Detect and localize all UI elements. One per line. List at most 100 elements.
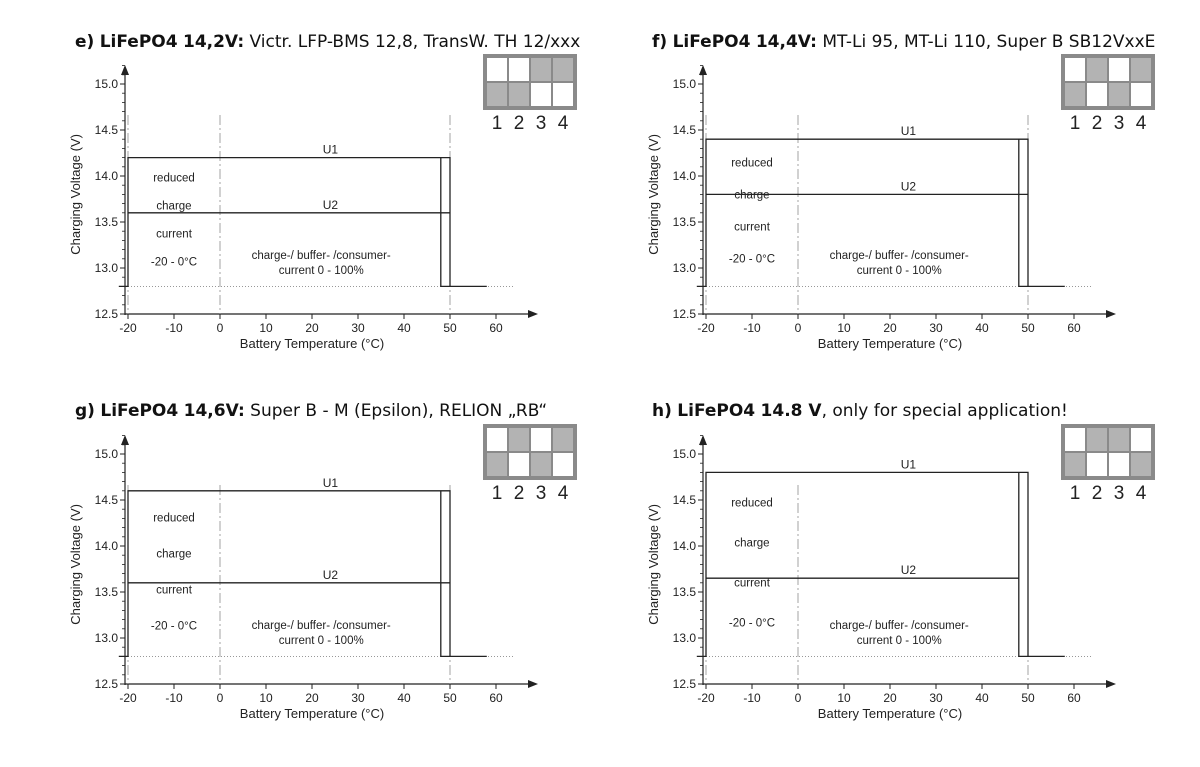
- dip-switch-cell: [487, 58, 507, 81]
- series-u1-line: [696, 471, 1065, 658]
- dip-switch-cell: [553, 58, 573, 81]
- x-tick-label: -10: [165, 691, 183, 705]
- x-tick-label: 30: [929, 321, 943, 335]
- x-tick-label: 20: [883, 321, 897, 335]
- panel-chemistry: LiFePO4: [99, 32, 178, 52]
- dip-switch-cell: [487, 83, 507, 106]
- x-tick-label: 60: [1067, 691, 1081, 705]
- dip-switch-cell: [1065, 453, 1085, 476]
- panel-voltage: 14,4V:: [755, 32, 817, 52]
- y-tick-label: 14.0: [673, 169, 697, 183]
- dip-switch-cell: [1131, 428, 1151, 451]
- x-tick-label: 0: [217, 321, 224, 335]
- dip-switch-number: 2: [514, 483, 525, 504]
- region-main-text: current 0 - 100%: [857, 265, 942, 277]
- dip-switch-cell: [1065, 58, 1085, 81]
- dip-switch-cell: [509, 83, 529, 106]
- x-tick-label: 40: [975, 321, 989, 335]
- dip-switch-cell: [1109, 58, 1129, 81]
- series-u1-drop: [440, 157, 450, 288]
- region-left-text: current: [734, 221, 771, 233]
- dip-switch-number: 1: [492, 113, 503, 134]
- series-label-u1: U1: [323, 476, 339, 490]
- panel-voltage: 14,2V:: [182, 32, 245, 52]
- chart-g: 12.5 13.0 13.5 14.0 14.5 15.0 -20 -10 0 10 20 30 40 5…: [68, 424, 577, 721]
- dip-switch-cell: [531, 58, 551, 81]
- x-tick-label: 40: [975, 691, 989, 705]
- x-tick-label: 0: [795, 691, 802, 705]
- dip-switch-cell: [509, 428, 529, 451]
- dip-switch-number: 3: [536, 483, 547, 504]
- y-axis-arrow: [699, 65, 707, 75]
- chart-panel-e: 12.5 13.0 13.5 14.0 14.5 15.0 -20 -10 0 10 20 30 40 5…: [68, 54, 577, 351]
- region-left-text: charge: [156, 548, 191, 560]
- x-tick-label: 50: [1021, 691, 1035, 705]
- region-left-text: charge: [156, 200, 191, 212]
- dip-switch-cell: [1109, 453, 1129, 476]
- x-tick-label: 10: [259, 691, 273, 705]
- panel-voltage: 14,6V:: [183, 401, 245, 421]
- y-tick-label: 12.5: [95, 307, 119, 321]
- series-u1-drop: [440, 490, 450, 658]
- panel-title-f: f) LiFePO4 14,4V: MT-Li 95, MT-Li 110, S…: [652, 32, 1155, 52]
- panel-letter: g): [75, 401, 95, 421]
- region-left-text: -20 - 0°C: [151, 256, 197, 268]
- dip-switch-number: 2: [514, 113, 525, 134]
- chart-panel-g: 12.5 13.0 13.5 14.0 14.5 15.0 -20 -10 0 10 20 30 40 5…: [68, 424, 577, 721]
- region-left-text: -20 - 0°C: [151, 620, 197, 632]
- dip-switch-cell: [531, 83, 551, 106]
- y-tick-label: 14.5: [95, 493, 119, 507]
- y-axis-label: Charging Voltage (V): [646, 504, 661, 625]
- y-axis-arrow: [121, 435, 129, 445]
- dip-switch-cell: [1131, 58, 1151, 81]
- x-tick-label: 30: [929, 691, 943, 705]
- dip-switch-cell: [509, 453, 529, 476]
- x-tick-label: 60: [489, 691, 503, 705]
- y-tick-label: 14.0: [95, 169, 119, 183]
- dip-switch-cell: [531, 453, 551, 476]
- dip-switch-number: 4: [1136, 113, 1147, 134]
- region-left-text: -20 - 0°C: [729, 617, 775, 629]
- y-tick-label: 12.5: [673, 307, 697, 321]
- x-axis-label: Battery Temperature (°C): [240, 336, 384, 351]
- x-tick-label: -10: [743, 691, 761, 705]
- x-tick-label: 60: [1067, 321, 1081, 335]
- x-axis-label: Battery Temperature (°C): [240, 706, 384, 721]
- y-tick-label: 12.5: [95, 677, 119, 691]
- x-tick-label: 50: [443, 321, 457, 335]
- panel-title-e: e) LiFePO4 14,2V: Victr. LFP-BMS 12,8, T…: [75, 32, 580, 52]
- series-label-u2: U2: [901, 563, 917, 577]
- series-u1-drop: [1018, 139, 1028, 288]
- dip-switch-cell: [1087, 453, 1107, 476]
- dip-switch-number: 1: [1070, 113, 1081, 134]
- region-left-text: current: [734, 577, 771, 589]
- region-main-text: charge-/ buffer- /consumer-: [252, 620, 391, 632]
- y-tick-label: 14.0: [673, 539, 697, 553]
- x-axis-arrow: [528, 310, 538, 318]
- x-axis-arrow: [528, 680, 538, 688]
- x-tick-label: 20: [883, 691, 897, 705]
- dip-switch-number: 2: [1092, 113, 1103, 134]
- dip-switch-cell: [487, 428, 507, 451]
- x-tick-label: -10: [743, 321, 761, 335]
- dip-switch-cell: [531, 428, 551, 451]
- series-label-u2: U2: [901, 179, 917, 193]
- dip-switch-number: 1: [1070, 483, 1081, 504]
- region-main-text: current 0 - 100%: [857, 635, 942, 647]
- series-label-u2: U2: [323, 568, 339, 582]
- dip-switch-cell: [1131, 453, 1151, 476]
- y-tick-label: 13.5: [673, 585, 697, 599]
- panel-voltage: 14.8 V: [760, 401, 822, 421]
- x-tick-label: -10: [165, 321, 183, 335]
- region-left-text: reduced: [731, 157, 773, 169]
- y-tick-label: 13.5: [95, 215, 119, 229]
- dip-switch-cell: [553, 453, 573, 476]
- region-left-text: current: [156, 228, 193, 240]
- series-label-u1: U1: [901, 457, 917, 471]
- region-left-text: current: [156, 584, 193, 596]
- y-tick-label: 13.0: [95, 261, 119, 275]
- series-label-u2: U2: [323, 198, 339, 212]
- panel-compatible-devices: Victr. LFP-BMS 12,8, TransW. TH 12/xxx: [249, 32, 581, 52]
- series-u1-drop: [1018, 472, 1028, 658]
- region-left-text: -20 - 0°C: [729, 253, 775, 265]
